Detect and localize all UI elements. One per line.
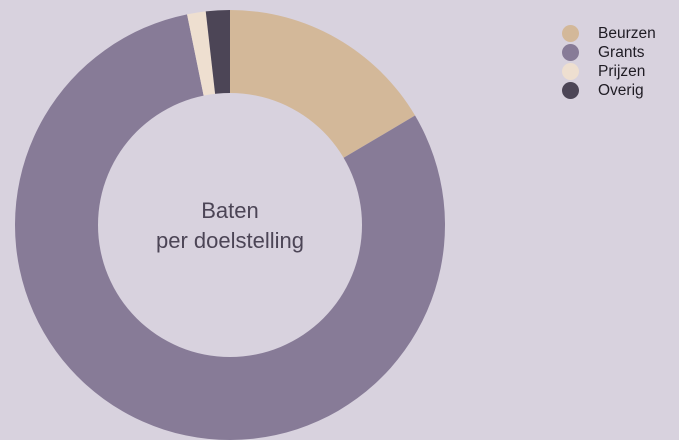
chart-legend: Beurzen Grants Prijzen Overig (562, 24, 656, 100)
legend-swatch-beurzen (562, 25, 579, 42)
legend-label-beurzen: Beurzen (598, 24, 656, 42)
legend-label-overig: Overig (598, 81, 644, 99)
center-title-line-1: Baten (201, 198, 259, 223)
donut-hole (98, 93, 362, 357)
legend-swatch-grants (562, 44, 579, 61)
legend-swatch-overig (562, 82, 579, 99)
center-title-line-2: per doelstelling (156, 228, 304, 253)
legend-swatch-prijzen (562, 63, 579, 80)
legend-label-grants: Grants (598, 43, 645, 61)
legend-item-prijzen[interactable]: Prijzen (562, 62, 656, 81)
legend-item-grants[interactable]: Grants (562, 43, 656, 62)
chart-center-title: Baten per doelstelling (115, 196, 345, 256)
legend-label-prijzen: Prijzen (598, 62, 646, 80)
legend-item-beurzen[interactable]: Beurzen (562, 24, 656, 43)
legend-item-overig[interactable]: Overig (562, 81, 656, 100)
